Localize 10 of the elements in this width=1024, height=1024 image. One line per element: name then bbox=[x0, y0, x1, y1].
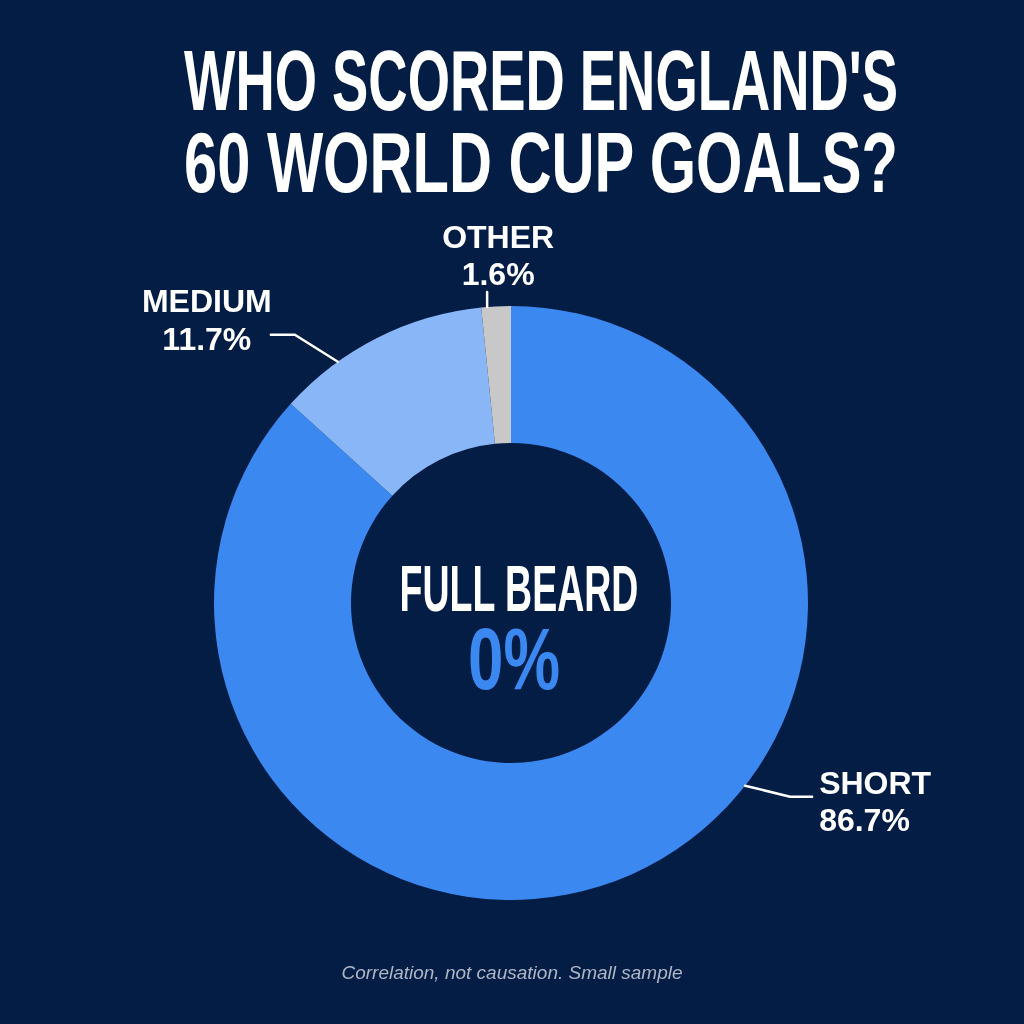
text: Correlation, not causation. Small sample bbox=[341, 962, 683, 983]
slice-label: MEDIUM bbox=[141, 282, 272, 319]
data-label: 11.7% bbox=[162, 320, 252, 357]
slice-label: OTHER bbox=[442, 218, 555, 255]
data-label: 86.7% bbox=[819, 801, 910, 838]
data-label: 1.6% bbox=[461, 255, 535, 292]
slice-label: SHORT bbox=[819, 764, 932, 801]
chart-title: WHO SCORED ENGLAND'S 60 WORLD CUP GOALS? bbox=[184, 32, 898, 211]
donut-slice bbox=[290, 307, 495, 496]
donut-slice bbox=[481, 306, 511, 444]
